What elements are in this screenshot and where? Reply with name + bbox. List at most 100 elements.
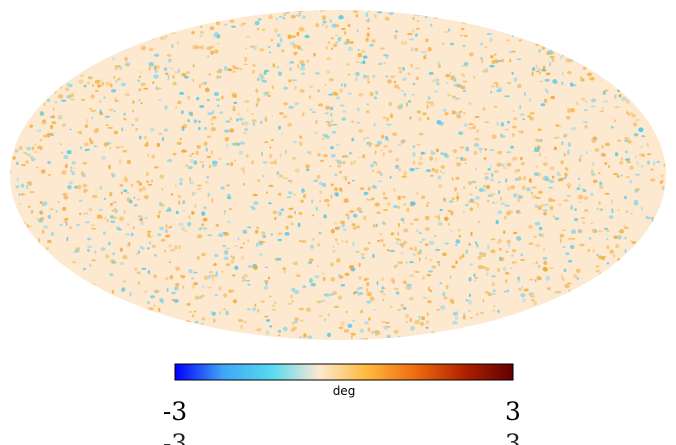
map-spot: [78, 21, 84, 23]
map-spot: [50, 132, 56, 135]
map-spot: [278, 71, 282, 76]
map-spot: [99, 109, 102, 114]
map-spot: [352, 241, 355, 247]
map-spot: [649, 275, 652, 278]
map-spot: [543, 212, 548, 216]
map-spot: [204, 126, 208, 131]
map-spot: [461, 27, 465, 31]
map-spot: [274, 301, 277, 305]
map-spot: [254, 20, 260, 26]
map-spot: [512, 332, 519, 335]
map-spot: [617, 209, 620, 212]
map-spot: [463, 61, 469, 67]
map-spot: [438, 10, 442, 15]
map-spot: [130, 307, 134, 311]
map-spot: [172, 75, 175, 79]
map-spot: [468, 326, 474, 331]
map-spot: [287, 122, 292, 127]
map-spot: [91, 227, 97, 230]
map-spot: [208, 73, 211, 76]
map-spot: [95, 189, 97, 192]
map-spot: [498, 257, 502, 260]
map-spot: [252, 208, 256, 211]
map-spot: [179, 137, 183, 141]
map-spot: [664, 337, 666, 339]
map-spot: [641, 206, 643, 211]
map-spot: [340, 83, 343, 87]
map-spot: [61, 314, 67, 318]
map-spot: [556, 13, 562, 15]
map-spot: [321, 299, 326, 303]
map-spot: [592, 284, 597, 288]
map-spot: [456, 192, 459, 196]
map-spot: [397, 195, 402, 200]
map-spot: [634, 294, 637, 297]
map-spot: [405, 321, 409, 324]
map-spot: [214, 294, 219, 296]
map-spot: [287, 303, 292, 305]
map-spot: [334, 226, 340, 230]
map-spot: [417, 162, 423, 165]
map-spot: [292, 156, 297, 160]
map-spot: [504, 128, 510, 131]
map-spot: [613, 235, 618, 239]
map-spot: [230, 260, 235, 264]
map-spot: [181, 226, 185, 232]
map-spot: [591, 173, 596, 176]
map-spot: [640, 20, 644, 25]
map-spot: [317, 153, 321, 157]
map-spot: [418, 117, 422, 122]
map-spot: [662, 75, 665, 79]
map-spot: [38, 263, 43, 267]
map-spot: [10, 270, 11, 275]
map-spot: [199, 161, 204, 163]
map-spot: [126, 159, 131, 165]
map-spot: [563, 336, 566, 340]
map-spot: [418, 318, 421, 321]
map-spot: [28, 205, 31, 208]
map-spot: [338, 295, 343, 300]
map-spot: [451, 177, 454, 181]
map-spot: [582, 189, 587, 193]
map-spot: [117, 35, 124, 38]
map-spot: [619, 20, 624, 24]
map-spot: [314, 131, 318, 135]
map-spot: [516, 30, 522, 33]
map-spot: [571, 126, 577, 131]
map-spot: [78, 130, 82, 135]
map-spot: [61, 123, 67, 127]
map-spot: [33, 308, 38, 312]
map-spot: [664, 92, 666, 95]
map-spot: [393, 188, 396, 192]
map-spot: [361, 155, 365, 159]
map-spot: [322, 15, 327, 20]
map-spot: [538, 334, 543, 338]
map-spot: [189, 311, 192, 313]
map-spot: [292, 140, 297, 144]
map-spot: [412, 28, 415, 34]
map-spot: [599, 185, 604, 189]
map-spot: [103, 231, 106, 236]
map-spot: [424, 227, 430, 231]
map-spot: [509, 58, 512, 63]
map-spot: [183, 123, 188, 129]
map-spot: [277, 238, 283, 242]
map-spot: [97, 29, 99, 32]
map-spot: [119, 262, 125, 265]
map-spot: [533, 300, 537, 306]
map-spot: [564, 172, 568, 177]
map-spot: [341, 27, 346, 31]
map-spot: [565, 58, 571, 63]
map-spot: [76, 184, 82, 190]
map-spot: [459, 255, 462, 261]
map-spot: [28, 267, 33, 270]
map-spot: [99, 301, 104, 305]
map-spot: [338, 326, 344, 330]
map-spot: [624, 150, 628, 154]
map-spot: [620, 323, 625, 326]
map-spot: [624, 248, 627, 254]
map-spot: [140, 12, 146, 17]
map-spot: [125, 233, 131, 236]
map-spot: [128, 334, 132, 339]
map-spot: [157, 214, 161, 219]
